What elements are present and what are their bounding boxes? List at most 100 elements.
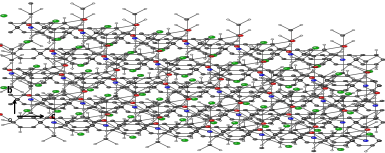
Circle shape (124, 120, 129, 122)
Circle shape (196, 128, 201, 129)
Circle shape (167, 131, 172, 132)
Circle shape (323, 61, 326, 62)
Circle shape (357, 135, 362, 137)
Circle shape (157, 98, 160, 99)
Circle shape (75, 37, 76, 38)
Circle shape (256, 63, 257, 64)
Circle shape (259, 77, 262, 78)
Circle shape (237, 59, 240, 60)
Circle shape (196, 24, 199, 26)
Circle shape (278, 35, 281, 36)
Circle shape (122, 19, 126, 20)
Circle shape (195, 69, 197, 70)
Circle shape (113, 42, 115, 43)
Circle shape (53, 111, 54, 112)
Circle shape (269, 58, 271, 59)
Circle shape (209, 36, 212, 37)
Circle shape (271, 58, 274, 59)
Circle shape (323, 50, 325, 51)
Circle shape (224, 114, 226, 115)
Circle shape (90, 125, 95, 126)
Circle shape (104, 50, 107, 52)
Circle shape (70, 120, 75, 122)
Circle shape (158, 49, 165, 51)
Circle shape (263, 100, 267, 102)
Circle shape (318, 132, 323, 134)
Circle shape (110, 63, 115, 64)
Circle shape (119, 106, 124, 108)
Circle shape (234, 110, 239, 112)
Circle shape (309, 132, 315, 134)
Circle shape (134, 113, 136, 114)
Circle shape (90, 58, 95, 60)
Circle shape (126, 111, 130, 113)
Circle shape (250, 114, 254, 116)
Circle shape (259, 61, 264, 63)
Circle shape (363, 76, 366, 77)
Circle shape (18, 69, 22, 71)
Circle shape (348, 112, 351, 113)
Circle shape (267, 92, 272, 94)
Circle shape (147, 106, 149, 107)
Circle shape (294, 65, 297, 66)
Circle shape (112, 33, 117, 35)
Circle shape (275, 53, 280, 55)
Circle shape (194, 69, 199, 71)
Text: o: o (7, 117, 12, 123)
Circle shape (152, 101, 154, 102)
Circle shape (355, 59, 357, 60)
Circle shape (174, 126, 179, 128)
Circle shape (38, 53, 43, 54)
Circle shape (152, 33, 157, 35)
Circle shape (306, 126, 311, 128)
Circle shape (194, 131, 199, 132)
Circle shape (1, 125, 4, 126)
Circle shape (278, 132, 283, 134)
Circle shape (50, 94, 51, 95)
Circle shape (234, 142, 237, 144)
Circle shape (308, 100, 312, 102)
Circle shape (63, 89, 66, 90)
Circle shape (321, 93, 323, 94)
Circle shape (243, 109, 248, 111)
Circle shape (229, 96, 231, 97)
Circle shape (211, 96, 213, 97)
Circle shape (203, 104, 206, 106)
Circle shape (94, 29, 97, 30)
Circle shape (312, 109, 319, 112)
Circle shape (190, 73, 193, 75)
Circle shape (129, 136, 136, 139)
Circle shape (19, 43, 20, 44)
Circle shape (375, 121, 378, 123)
Circle shape (132, 13, 137, 15)
Circle shape (325, 137, 330, 139)
Circle shape (172, 82, 177, 84)
Circle shape (363, 77, 367, 78)
Circle shape (362, 126, 363, 127)
Circle shape (174, 81, 177, 82)
Circle shape (311, 113, 316, 114)
Circle shape (319, 75, 321, 76)
Circle shape (340, 109, 344, 111)
Circle shape (133, 93, 135, 94)
Circle shape (321, 76, 326, 78)
Circle shape (237, 125, 240, 126)
Circle shape (354, 100, 355, 101)
Circle shape (134, 86, 138, 88)
Circle shape (52, 28, 56, 30)
Circle shape (314, 126, 316, 127)
Circle shape (77, 64, 84, 67)
Circle shape (208, 55, 212, 57)
Circle shape (191, 115, 196, 116)
Circle shape (9, 59, 14, 61)
Circle shape (278, 89, 281, 90)
Circle shape (293, 88, 300, 91)
Circle shape (222, 69, 224, 70)
Circle shape (363, 85, 368, 87)
Circle shape (63, 94, 65, 95)
Circle shape (54, 122, 55, 123)
Circle shape (184, 40, 187, 41)
Circle shape (336, 128, 339, 129)
Circle shape (227, 133, 228, 134)
Circle shape (80, 102, 85, 104)
